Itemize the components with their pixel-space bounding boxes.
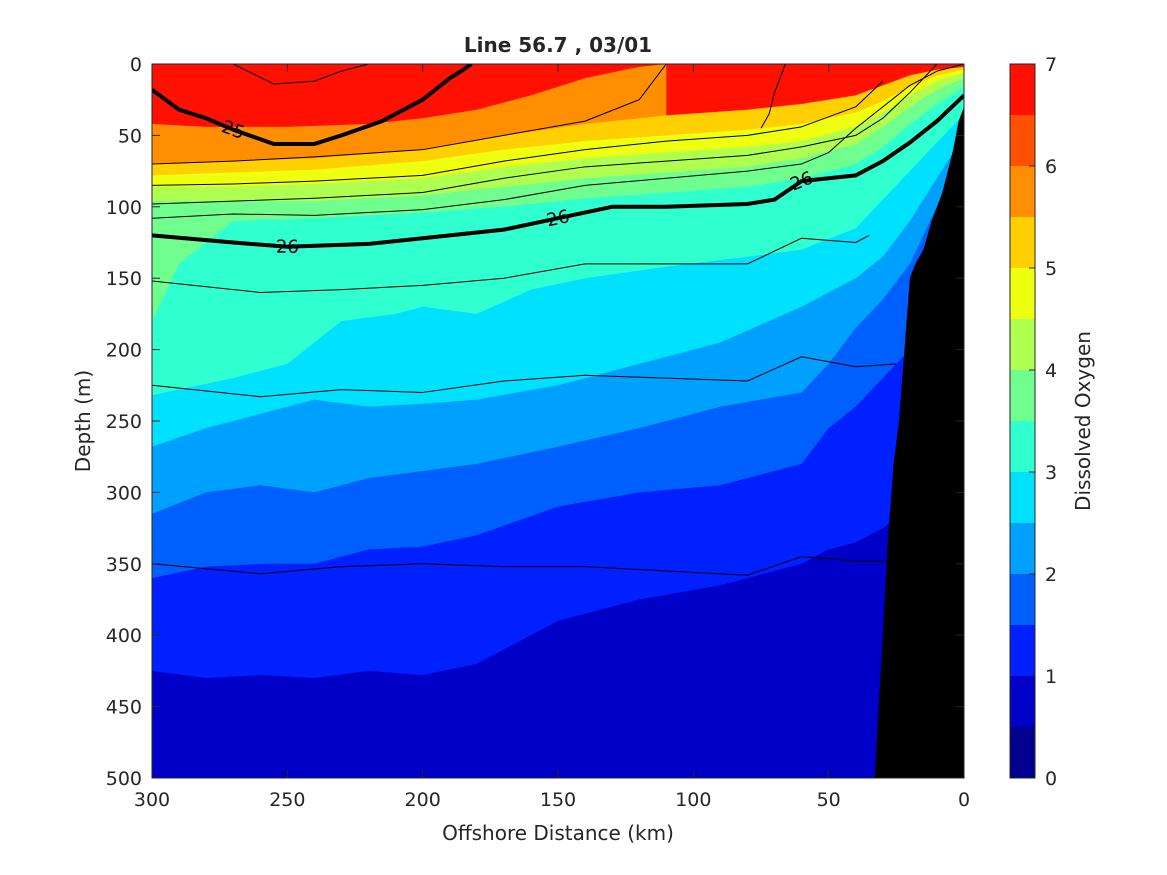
y-tick-label: 200 [106,340,142,362]
y-tick-label: 400 [106,625,142,647]
x-tick-label: 50 [817,789,841,811]
colorbar-band [1010,268,1035,319]
colorbar [1009,63,1036,779]
density-contour-2 [152,234,870,293]
colorbar-band [1010,370,1035,421]
colorbar-band [1010,319,1035,370]
density-contour-0 [152,556,897,576]
y-tick-label: 0 [130,54,142,76]
y-tick-label: 250 [106,411,142,433]
density-contour-3 [152,93,964,249]
colorbar-tick-label: 6 [1045,156,1057,178]
y-tick-label: 100 [106,197,142,219]
y-tick-label: 50 [118,125,142,147]
contour-label-3b: 26 [545,206,572,231]
density-contour-4 [152,64,964,219]
colorbar-ticks: 0 1 2 3 4 5 6 7 [1029,54,1057,790]
colorbar-band [1010,421,1035,472]
colorbar-band [1010,523,1035,574]
density-contour-8 [760,64,786,129]
y-tick-label: 300 [106,482,142,504]
colorbar-band [1010,727,1035,778]
colorbar-band [1010,625,1035,676]
density-contour-7 [152,64,667,165]
colorbar-tick-label: 4 [1045,360,1057,382]
x-tick-label: 200 [405,789,441,811]
x-tick-label: 100 [675,789,711,811]
colorbar-band [1010,574,1035,625]
colorbar-band [1010,217,1035,268]
colorbar-tick-label: 3 [1045,462,1057,484]
x-tick-label: 150 [540,789,576,811]
x-axis-label: Offshore Distance (km) [442,821,674,845]
x-tick-label: 300 [134,789,170,811]
y-tick-label: 350 [106,554,142,576]
colorbar-band [1010,115,1035,166]
colorbar-band [1010,472,1035,523]
oxygen-band-1 [152,421,964,778]
density-contour-10 [232,64,369,85]
x-axis: 300 250 200 150 100 50 0 [134,64,970,811]
density-contour-5 [152,64,938,205]
colorbar-frame [1009,63,1036,779]
contour-label-3a: 26 [276,237,299,258]
x-tick-label: 250 [269,789,305,811]
y-tick-label: 500 [106,768,142,790]
colorbar-tick-label: 5 [1045,258,1057,280]
density-contour-9 [152,64,473,146]
y-axis-label: Depth (m) [71,370,95,472]
colorbar-tick-label: 2 [1045,564,1057,586]
colorbar-band [1010,166,1035,217]
y-tick-label: 450 [106,697,142,719]
plot-area [152,64,964,778]
oxygen-fill-layer [152,64,964,778]
bathymetry-land [874,106,964,778]
density-contour-layer [152,64,964,576]
x-tick-label: 0 [958,789,970,811]
colorbar-tick-label: 1 [1045,666,1057,688]
colorbar-tick-label: 0 [1045,768,1057,790]
colorbar-tick-label: 7 [1045,54,1057,76]
y-tick-label: 150 [106,268,142,290]
colorbar-label: Dissolved Oxygen [1071,331,1095,511]
y-axis: 0 50 100 150 200 250 300 350 400 450 500 [106,54,964,790]
colorbar-band [1010,676,1035,727]
colorbar-band [1010,64,1035,115]
density-contour-6 [152,80,884,186]
chart-title: Line 56.7 , 03/01 [464,33,652,57]
density-contour-1 [152,356,897,398]
